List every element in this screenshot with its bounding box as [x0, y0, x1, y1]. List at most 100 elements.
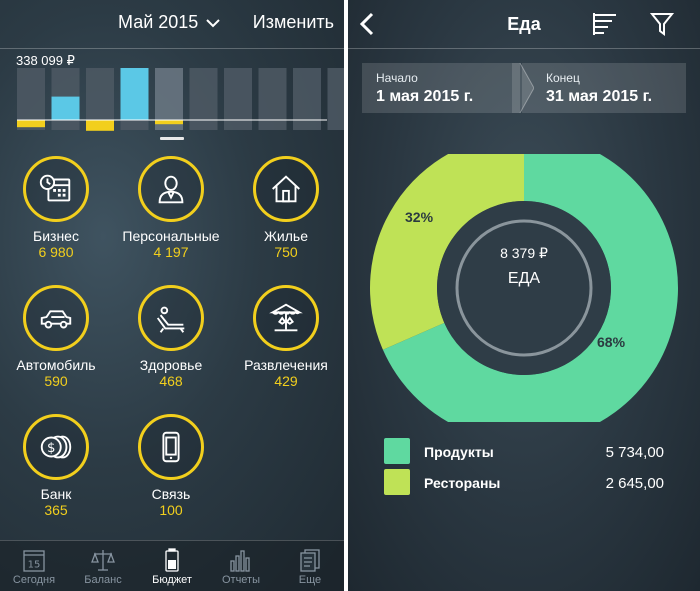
category-circle [253, 156, 319, 222]
category-amount: 468 [159, 373, 183, 389]
category-health[interactable]: Здоровье 468 [111, 285, 231, 390]
slice-percent-label: 68% [597, 334, 626, 350]
tab-balance[interactable]: Баланс [69, 541, 137, 591]
car-icon [40, 310, 72, 329]
category-name: Персональные [122, 228, 220, 244]
phone-icon [162, 431, 180, 463]
edit-button[interactable]: Изменить [252, 12, 334, 32]
date-start-label: Начало [376, 71, 418, 85]
svg-text:$: $ [47, 441, 55, 456]
budget-screen: Май 2015 Изменить 338 099 ₽ Бизнес 6 980 [0, 0, 344, 591]
category-circle [138, 156, 204, 222]
tab-label: Еще [298, 574, 322, 586]
expense-bar-5 [155, 120, 183, 125]
category-circle [138, 285, 204, 351]
battery-icon [165, 548, 179, 572]
category-circle [23, 156, 89, 222]
category-detail-screen: Еда Начало 1 мая 2015 г. Конец 31 мая 20… [348, 0, 700, 591]
category-business[interactable]: Бизнес 6 980 [0, 156, 116, 261]
back-arrow-icon[interactable] [354, 10, 380, 38]
tab-label: Сегодня [12, 574, 56, 586]
scales-icon [91, 550, 115, 571]
slice-percent-label: 32% [405, 209, 434, 225]
bar-track-6 [189, 68, 218, 130]
carousel-icon [269, 303, 303, 332]
tab-today[interactable]: 15 Сегодня [0, 541, 68, 591]
category-circle [23, 285, 89, 351]
category-circle [253, 285, 319, 351]
tab-reports[interactable]: Отчеты [207, 541, 275, 591]
donut-total-amount: 8 379 ₽ [500, 245, 548, 261]
category-circle: $ [23, 414, 89, 480]
category-car[interactable]: Автомобиль 590 [0, 285, 116, 390]
date-arrow-separator [512, 63, 534, 113]
bar-track-10 [327, 68, 344, 130]
tab-bar: 15 Сегодня Баланс Бюджет [0, 540, 344, 591]
filter-icon[interactable] [649, 11, 675, 37]
category-amount: 100 [159, 502, 183, 518]
donut-category-name: ЕДА [507, 270, 541, 287]
selected-period-indicator [160, 137, 184, 140]
legend-item-products[interactable]: Продукты 5 734,00 [384, 438, 664, 466]
budget-total: 338 099 ₽ [16, 53, 75, 68]
tab-more[interactable]: Еще [276, 541, 344, 591]
chevron-down-icon [206, 18, 221, 27]
category-amount: 4 197 [153, 244, 189, 260]
category-name: Автомобиль [16, 357, 96, 373]
donut-center-summary: 8 379 ₽ ЕДА [456, 245, 592, 288]
category-name: Жилье [264, 228, 308, 244]
calendar-clock-icon [39, 174, 71, 202]
budget-header: Май 2015 Изменить [0, 0, 344, 49]
food-donut-chart[interactable] [368, 154, 680, 422]
bar-2 [51, 96, 80, 120]
donut-hole [437, 201, 611, 375]
category-name: Связь [151, 486, 191, 502]
tab-budget[interactable]: Бюджет [138, 541, 206, 591]
page-title: Еда [507, 14, 541, 34]
donut-slice-restaurants [370, 154, 524, 350]
donut-slice-products [382, 154, 678, 422]
sort-lines-icon[interactable] [592, 11, 618, 37]
documents-icon [300, 549, 320, 572]
bar-chart-icon [230, 550, 250, 572]
category-personal[interactable]: Персональные 4 197 [111, 156, 231, 261]
budget-bar-chart[interactable] [0, 60, 344, 138]
category-name: Банк [40, 486, 72, 502]
category-housing[interactable]: Жилье 750 [226, 156, 344, 261]
legend-value: 5 734,00 [605, 444, 664, 461]
date-end-picker[interactable]: Конец 31 мая 2015 г. [522, 63, 686, 113]
date-end-value: 31 мая 2015 г. [546, 88, 653, 105]
person-icon [158, 175, 184, 204]
bar-track-8 [258, 68, 287, 130]
detail-header: Еда [348, 0, 700, 49]
month-selector[interactable]: Май 2015 [118, 12, 222, 33]
month-label: Май 2015 [118, 12, 199, 32]
category-name: Развлечения [244, 357, 328, 373]
coins-icon: $ [40, 435, 72, 459]
category-communication[interactable]: Связь 100 [111, 414, 231, 519]
date-start-value: 1 мая 2015 г. [376, 88, 474, 105]
category-amount: 750 [274, 244, 298, 260]
category-entertainment[interactable]: Развлечения 429 [226, 285, 344, 390]
donut-center-ring [455, 219, 593, 357]
bar-track-9 [293, 68, 321, 130]
legend-item-restaurants[interactable]: Рестораны 2 645,00 [384, 469, 664, 497]
house-icon [272, 175, 300, 203]
tab-label: Бюджет [152, 574, 192, 586]
calendar-icon: 15 [23, 550, 45, 572]
category-bank[interactable]: $ Банк 365 [0, 414, 116, 519]
today-day-number: 15 [28, 560, 41, 571]
legend-name: Рестораны [424, 475, 501, 491]
category-name: Бизнес [33, 228, 79, 244]
deckchair-icon [156, 306, 185, 333]
tab-label: Отчеты [221, 574, 261, 586]
date-range: Начало 1 мая 2015 г. Конец 31 мая 2015 г… [362, 63, 686, 113]
bar-4 [120, 68, 149, 120]
legend-name: Продукты [424, 444, 494, 460]
legend-swatch [384, 469, 410, 495]
date-start-picker[interactable]: Начало 1 мая 2015 г. [362, 63, 520, 113]
legend-swatch [384, 438, 410, 464]
tab-label: Баланс [84, 574, 122, 586]
category-amount: 429 [274, 373, 298, 389]
bar-track-7 [224, 68, 252, 130]
